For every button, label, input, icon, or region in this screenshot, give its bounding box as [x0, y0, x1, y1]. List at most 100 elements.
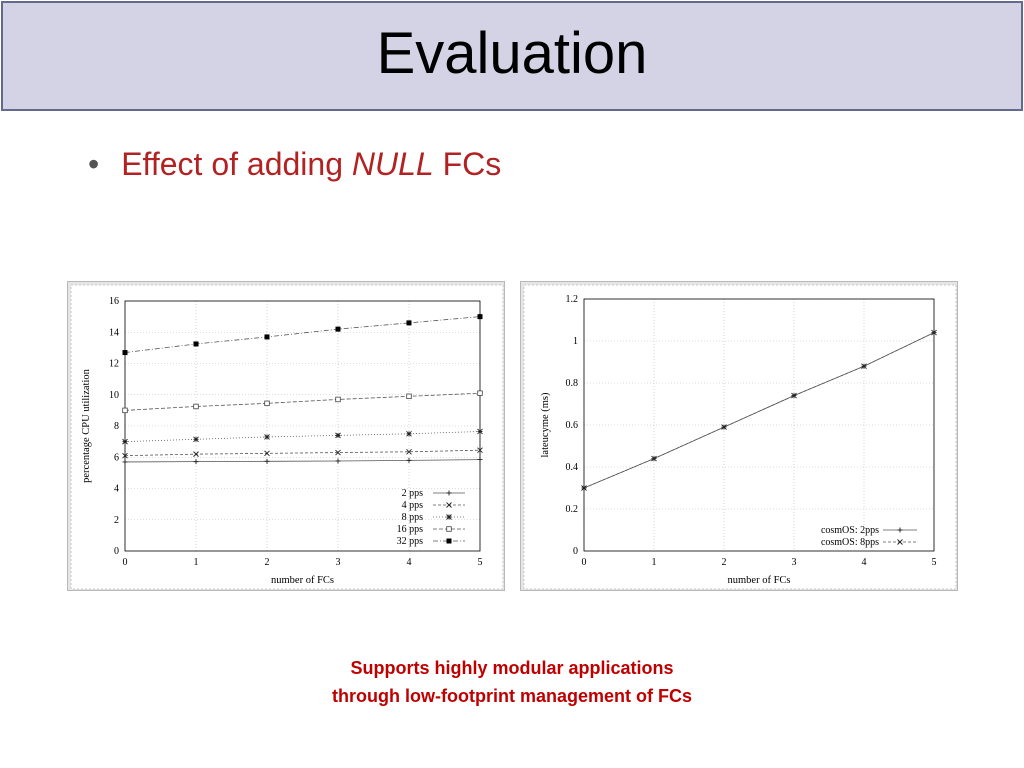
data-point [477, 390, 483, 396]
series-4-pps [122, 447, 483, 459]
y-tick-label: 0.2 [566, 504, 579, 515]
title-bar: Evaluation [1, 1, 1023, 111]
x-tick-label: 3 [792, 557, 797, 568]
data-point [193, 403, 199, 410]
y-tick-label: 6 [114, 452, 119, 463]
legend-label: cosmOS: 8pps [821, 537, 879, 548]
x-tick-label: 5 [478, 557, 483, 568]
y-tick-label: 0.8 [566, 378, 579, 389]
y-tick-label: 4 [114, 484, 119, 495]
data-point [122, 350, 128, 356]
y-tick-label: 0 [114, 546, 119, 557]
x-tick-label: 0 [123, 557, 128, 568]
data-point [122, 459, 128, 465]
latency-chart-svg: 0 0.2 0.4 0.6 0.8 1 1.2 0 1 2 3 4 5 number of FCs late… [523, 284, 957, 590]
data-point [477, 428, 483, 435]
data-point [122, 407, 128, 414]
legend-marker [446, 502, 452, 508]
data-point [193, 436, 199, 443]
y-tick-label: 0.4 [566, 462, 579, 473]
y-axis-label: percentage CPU utilization [81, 368, 92, 482]
data-point [193, 341, 199, 347]
data-point [861, 363, 867, 370]
data-point [477, 447, 483, 454]
bullet-text-emphasis: NULL [351, 146, 434, 182]
y-tick-label: 14 [109, 327, 119, 338]
y-tick-label: 16 [109, 296, 119, 307]
legend-marker [446, 538, 452, 544]
data-point [264, 434, 270, 440]
data-point [264, 334, 270, 340]
legend-label: 32 pps [397, 536, 424, 547]
y-tick-label: 8 [114, 421, 119, 432]
y-tick-label: 12 [109, 359, 119, 370]
x-tick-label: 4 [862, 557, 867, 568]
data-point [335, 449, 341, 456]
y-tick-label: 1.2 [566, 294, 579, 305]
x-tick-label: 1 [652, 557, 657, 568]
y-tick-label: 0 [573, 546, 578, 557]
legend-marker [446, 514, 452, 520]
x-tick-label: 3 [336, 557, 341, 568]
legend-label: 16 pps [397, 524, 424, 535]
data-point [406, 457, 412, 463]
legend-marker [897, 539, 903, 545]
bullet-text-prefix: Effect of adding [121, 146, 343, 182]
data-point [193, 451, 199, 457]
legend-label: 2 pps [402, 488, 424, 499]
x-tick-label: 0 [582, 557, 587, 568]
caption-line-1: Supports highly modular applications [350, 658, 674, 678]
data-point [335, 432, 341, 439]
data-point [335, 326, 341, 332]
data-point [406, 320, 412, 326]
series-32-pps [122, 314, 483, 356]
data-point [931, 329, 937, 336]
slide-title: Evaluation [376, 20, 648, 86]
series-line [124, 316, 481, 353]
data-point [264, 458, 270, 464]
data-point [335, 396, 341, 403]
data-point [477, 314, 483, 320]
caption-line-2: through low-footprint management of FCs [332, 686, 692, 706]
legend-marker [897, 527, 903, 533]
series-line [583, 332, 935, 489]
y-axis-label: lateucyme (ms) [540, 392, 551, 458]
data-point [264, 450, 270, 457]
legend-label: 4 pps [402, 500, 424, 511]
series-line [124, 431, 481, 443]
x-tick-label: 5 [932, 557, 937, 568]
legend-label: 8 pps [402, 512, 424, 523]
x-tick-label: 2 [722, 557, 727, 568]
cpu-utilization-chart: 0 2 4 6 8 10 12 14 16 0 1 2 3 4 5 number of FCs percenta… [67, 281, 505, 591]
bullet-dot-icon: • [88, 146, 100, 182]
latency-chart: 0 0.2 0.4 0.6 0.8 1 1.2 0 1 2 3 4 5 number of FCs late… [520, 281, 958, 591]
data-point [264, 400, 270, 407]
series-line [124, 392, 481, 411]
data-point [122, 438, 128, 445]
x-axis-label: number of FCs [728, 575, 791, 586]
legend-marker [446, 526, 452, 532]
data-point [651, 455, 657, 462]
plot-frame [124, 300, 481, 552]
plot-frame [583, 298, 935, 552]
y-tick-label: 2 [114, 515, 119, 526]
y-tick-label: 0.6 [566, 420, 579, 431]
series-2-pps [122, 457, 483, 465]
bullet-text-suffix: FCs [442, 146, 502, 182]
x-tick-label: 1 [194, 557, 199, 568]
data-point [791, 392, 797, 399]
series-8-pps [122, 428, 483, 445]
plot-background [70, 284, 504, 590]
data-point [122, 452, 128, 459]
series-16-pps [122, 390, 483, 414]
data-point [581, 485, 587, 491]
data-point [406, 430, 412, 437]
x-tick-label: 2 [265, 557, 270, 568]
y-tick-label: 10 [109, 390, 119, 401]
series-line [124, 449, 481, 457]
data-point [721, 424, 727, 430]
x-axis-label: number of FCs [271, 575, 334, 586]
data-point [193, 459, 199, 465]
series-line [124, 459, 481, 463]
